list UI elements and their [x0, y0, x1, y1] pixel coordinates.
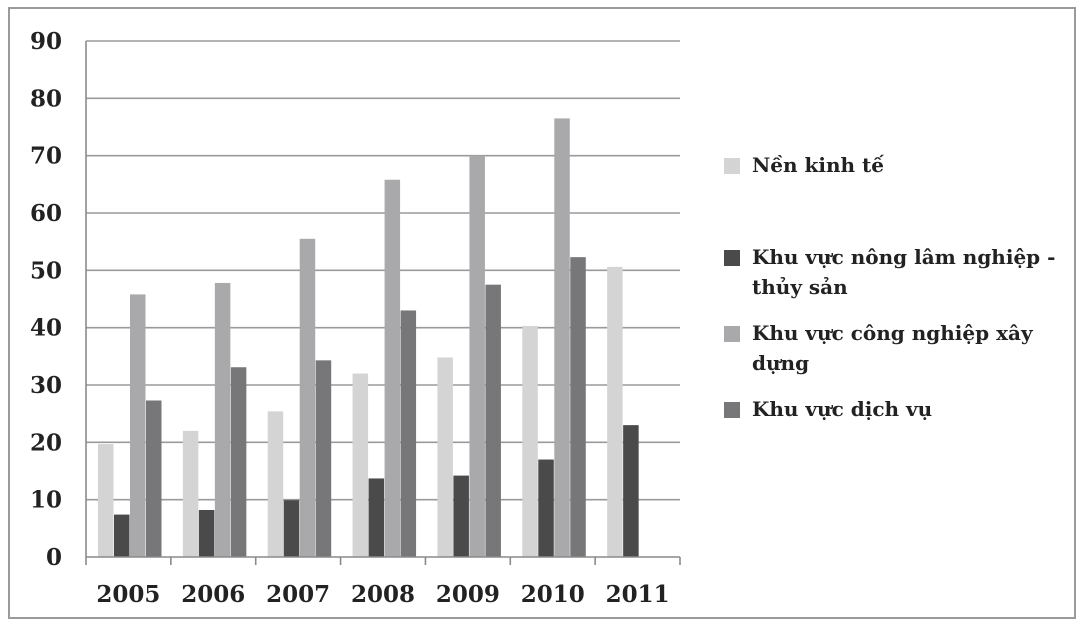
bar [130, 294, 146, 557]
bar [570, 257, 586, 557]
legend-label: Khu vực dịch vụ [752, 397, 933, 421]
y-tick-label: 20 [30, 429, 62, 456]
y-tick-label: 10 [30, 487, 62, 514]
bar [538, 459, 554, 557]
bar [198, 509, 215, 557]
gridlines [86, 40, 680, 501]
bars [98, 118, 639, 558]
bar [469, 155, 485, 557]
bar [214, 282, 231, 557]
bar [400, 310, 417, 557]
bar [623, 425, 639, 557]
legend-swatch [724, 158, 740, 174]
x-tick-label: 2005 [96, 581, 160, 608]
bar [283, 500, 300, 557]
bar [299, 238, 316, 558]
y-tick-label: 70 [30, 143, 62, 170]
legend-item-services: Khu vực dịch vụ [724, 394, 1064, 424]
y-tick-label: 50 [30, 257, 62, 284]
x-tick-label: 2008 [351, 581, 415, 608]
bar [267, 411, 284, 557]
bar [607, 266, 623, 557]
bar [384, 179, 401, 557]
y-tick-label: 80 [30, 85, 62, 112]
legend-swatch [724, 326, 740, 342]
x-tick-label: 2007 [266, 581, 330, 608]
legend-item-economy: Nền kinh tế [724, 150, 1064, 180]
bar [437, 357, 453, 557]
bar [182, 430, 199, 557]
bar [146, 400, 162, 557]
y-tick-label: 90 [30, 28, 62, 55]
bar [352, 373, 369, 557]
y-tick-label: 0 [46, 544, 62, 571]
legend-swatch [724, 250, 740, 266]
x-tick-label: 2006 [181, 581, 245, 608]
y-tick-label: 40 [30, 315, 62, 342]
x-tick-label: 2011 [606, 581, 670, 608]
bar [453, 475, 469, 557]
legend-item-agriculture: Khu vực nông lâm nghiệp - thủy sản [724, 242, 1064, 302]
axes [85, 41, 681, 565]
legend-swatch [724, 402, 740, 418]
legend: Nền kinh tế Khu vực nông lâm nghiệp - th… [724, 150, 1064, 424]
legend-label: Nền kinh tế [752, 153, 884, 177]
x-tick-label: 2010 [521, 581, 585, 608]
bar [315, 360, 332, 557]
bar [98, 444, 114, 557]
y-axis-ticks: 0 10 20 30 40 50 60 70 80 90 [30, 28, 62, 571]
bar [522, 325, 538, 557]
bar [485, 284, 501, 557]
bar [230, 367, 247, 557]
y-tick-label: 30 [30, 372, 62, 399]
legend-label: Khu vực nông lâm nghiệp - thủy sản [752, 245, 1056, 299]
x-axis-ticks: 2005 2006 2007 2008 2009 2010 2011 [96, 581, 669, 608]
bar [368, 478, 385, 557]
legend-label: Khu vực công nghiệp xây dựng [752, 321, 1033, 375]
bar [554, 118, 570, 558]
legend-item-industry: Khu vực công nghiệp xây dựng [724, 318, 1064, 378]
x-tick-label: 2009 [436, 581, 500, 608]
y-tick-label: 60 [30, 200, 62, 227]
bar [114, 514, 130, 557]
